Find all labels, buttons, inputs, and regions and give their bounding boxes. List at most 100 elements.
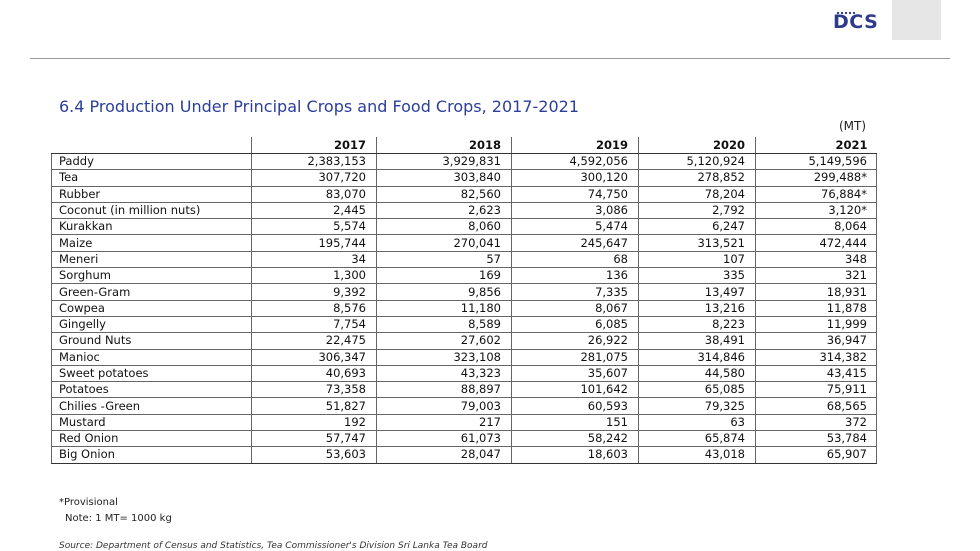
value-cell: 9,392	[251, 283, 377, 301]
page-title: 6.4 Production Under Principal Crops and…	[59, 97, 579, 116]
value-cell: 245,647	[511, 234, 639, 252]
table-row: Ground Nuts 22,475 27,602 26,922 38,491 36,94…	[51, 332, 877, 350]
value-cell: 68	[511, 251, 639, 269]
value-cell: 88,897	[376, 381, 512, 399]
value-cell: 136	[511, 267, 639, 285]
value-cell: 314,846	[638, 349, 756, 366]
value-cell: 58,242	[511, 430, 639, 448]
value-cell: 22,475	[251, 332, 377, 350]
value-cell: 3,086	[511, 202, 639, 220]
table-row: Big Onion 53,603 28,047 18,603 43,018 65,907	[51, 446, 877, 464]
value-cell: 335	[638, 267, 756, 285]
table-row: Potatoes 73,358 88,897 101,642 65,085 75,911	[51, 381, 877, 399]
production-table: 2017 2018 2019 2020 2021 Paddy 2,383,153 3,929…	[51, 137, 877, 464]
value-cell: 270,041	[376, 234, 512, 252]
value-cell: 348	[755, 251, 877, 269]
crop-name-cell: Paddy	[51, 152, 252, 171]
value-cell: 7,754	[251, 316, 377, 334]
table-row: Green-Gram 9,392 9,856 7,335 13,497 18,931	[51, 283, 877, 301]
table-row: Sweet potatoes 40,693 43,323 35,607 44,580 43…	[51, 365, 877, 383]
value-cell: 2,623	[376, 202, 512, 220]
value-cell: 38,491	[638, 332, 756, 350]
crop-name-cell: Sorghum	[51, 267, 252, 285]
value-cell: 18,603	[511, 446, 639, 464]
value-cell: 60,593	[511, 397, 639, 415]
value-cell: 79,325	[638, 397, 756, 415]
corner-tab	[892, 0, 941, 40]
value-cell: 9,856	[376, 283, 512, 301]
value-cell: 61,073	[376, 430, 512, 448]
value-cell: 2,792	[638, 202, 756, 220]
crop-name-cell: Sweet potatoes	[51, 365, 252, 383]
value-cell: 321	[755, 267, 877, 285]
value-cell: 306,347	[251, 349, 377, 366]
source-note: Source: Department of Census and Statist…	[59, 541, 488, 551]
value-cell: 3,929,831	[376, 152, 512, 171]
dcs-logo: DCS	[833, 9, 879, 35]
table-row: Gingelly 7,754 8,589 6,085 8,223 11,999	[51, 316, 877, 334]
value-cell: 323,108	[376, 349, 512, 366]
value-cell: 13,216	[638, 300, 756, 317]
value-cell: 8,576	[251, 300, 377, 317]
table-row: Chilies -Green 51,827 79,003 60,593 79,325 68…	[51, 397, 877, 415]
crop-name-cell: Ground Nuts	[51, 332, 252, 350]
header-year: 2017	[251, 137, 377, 154]
value-cell: 43,323	[376, 365, 512, 383]
value-cell: 65,874	[638, 430, 756, 448]
value-cell: 303,840	[376, 169, 512, 187]
value-cell: 35,607	[511, 365, 639, 383]
value-cell: 79,003	[376, 397, 512, 415]
value-cell: 217	[376, 414, 512, 432]
value-cell: 27,602	[376, 332, 512, 350]
crop-name-cell: Mustard	[51, 414, 252, 432]
value-cell: 11,180	[376, 300, 512, 317]
value-cell: 299,488*	[755, 169, 877, 187]
value-cell: 5,474	[511, 218, 639, 236]
unit-note: Note: 1 MT= 1000 kg	[65, 513, 172, 524]
value-cell: 73,358	[251, 381, 377, 399]
crop-name-cell: Red Onion	[51, 430, 252, 448]
logo-dots-icon	[836, 11, 856, 15]
value-cell: 5,149,596	[755, 152, 877, 171]
value-cell: 281,075	[511, 349, 639, 366]
header-divider	[30, 58, 950, 59]
value-cell: 314,382	[755, 349, 877, 366]
provisional-footnote: *Provisional	[59, 497, 118, 508]
value-cell: 43,415	[755, 365, 877, 383]
header-year: 2021	[755, 137, 877, 154]
value-cell: 11,878	[755, 300, 877, 317]
value-cell: 195,744	[251, 234, 377, 252]
value-cell: 2,445	[251, 202, 377, 220]
unit-label: (MT)	[838, 119, 866, 133]
crop-name-cell: Cowpea	[51, 300, 252, 317]
value-cell: 63	[638, 414, 756, 432]
table-row: Mustard 192 217 151 63 372	[51, 414, 877, 432]
crop-name-cell: Green-Gram	[51, 283, 252, 301]
value-cell: 78,204	[638, 186, 756, 203]
header-year: 2019	[511, 137, 639, 154]
value-cell: 8,589	[376, 316, 512, 334]
value-cell: 8,223	[638, 316, 756, 334]
value-cell: 169	[376, 267, 512, 285]
value-cell: 151	[511, 414, 639, 432]
table-row: Sorghum 1,300 169 136 335 321	[51, 267, 877, 285]
table-row: Coconut (in million nuts) 2,445 2,623 3,086…	[51, 202, 877, 220]
value-cell: 4,592,056	[511, 152, 639, 171]
value-cell: 40,693	[251, 365, 377, 383]
value-cell: 107	[638, 251, 756, 269]
value-cell: 83,070	[251, 186, 377, 203]
value-cell: 82,560	[376, 186, 512, 203]
value-cell: 8,060	[376, 218, 512, 236]
value-cell: 6,085	[511, 316, 639, 334]
table-row: Red Onion 57,747 61,073 58,242 65,874 53,784	[51, 430, 877, 448]
table-row: Cowpea 8,576 11,180 8,067 13,216 11,878	[51, 300, 877, 317]
table-row: Paddy 2,383,153 3,929,831 4,592,056 5,120,92…	[51, 152, 877, 171]
value-cell: 372	[755, 414, 877, 432]
value-cell: 1,300	[251, 267, 377, 285]
value-cell: 65,085	[638, 381, 756, 399]
value-cell: 307,720	[251, 169, 377, 187]
value-cell: 11,999	[755, 316, 877, 334]
crop-name-cell: Rubber	[51, 186, 252, 203]
value-cell: 5,120,924	[638, 152, 756, 171]
value-cell: 6,247	[638, 218, 756, 236]
